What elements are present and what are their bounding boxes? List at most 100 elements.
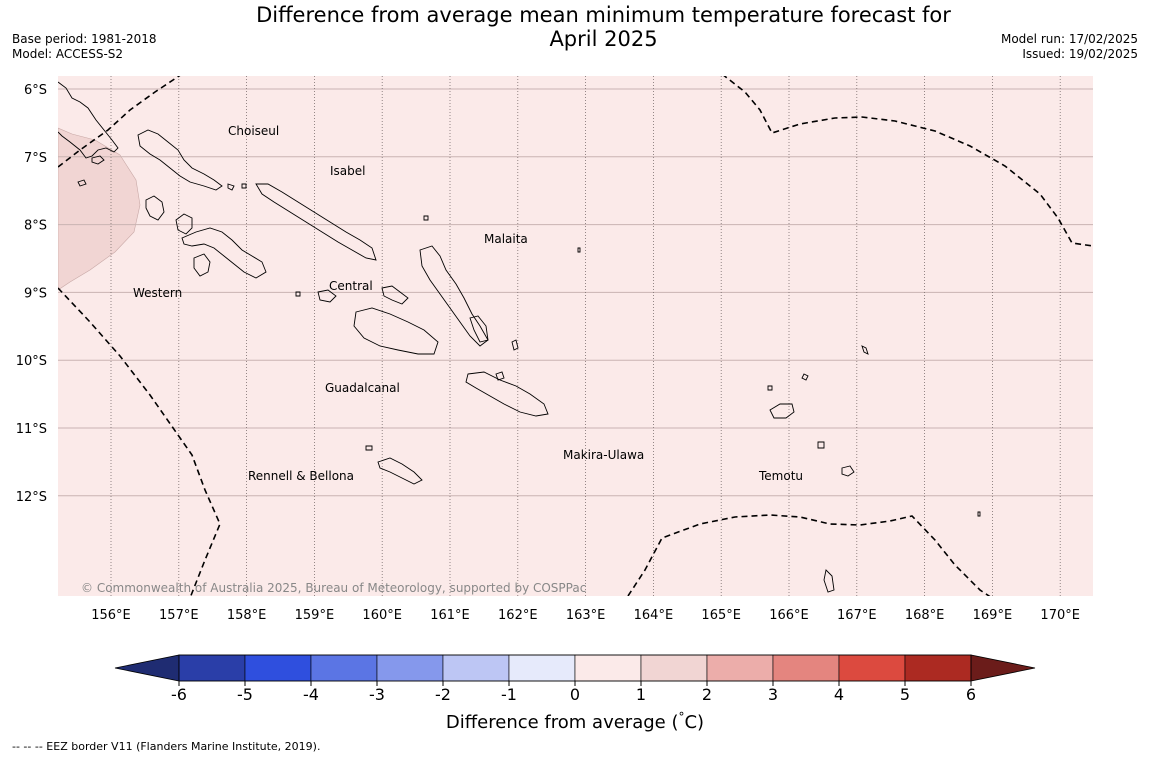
lon-label: 160°E bbox=[362, 608, 402, 623]
model-name: Model: ACCESS-S2 bbox=[12, 47, 124, 61]
bellona-islet bbox=[365, 445, 373, 451]
colorbar-tick-label: 6 bbox=[966, 685, 976, 704]
colorbar-tick-label: -3 bbox=[369, 685, 385, 704]
lon-label: 158°E bbox=[227, 608, 267, 623]
colorbar-cell bbox=[376, 654, 444, 682]
colorbar-tick-label: 0 bbox=[570, 685, 580, 704]
lon-label: 167°E bbox=[837, 608, 877, 623]
rennell-coast bbox=[377, 457, 423, 485]
lon-label: 161°E bbox=[430, 608, 470, 623]
buka-islet bbox=[91, 155, 105, 165]
place-label-western: Western bbox=[133, 286, 182, 300]
colorbar-cell bbox=[244, 654, 312, 682]
title-line-1: Difference from average mean minimum tem… bbox=[256, 3, 951, 27]
colorbar-cells bbox=[178, 654, 972, 682]
colorbar-tick-label: 1 bbox=[636, 685, 646, 704]
colorbar-tick-label: 3 bbox=[768, 685, 778, 704]
rendova-coast bbox=[193, 253, 211, 277]
meta-right: Model run: 17/02/2025 Issued: 19/02/2025 bbox=[1001, 32, 1138, 62]
florida-islands bbox=[317, 289, 337, 303]
lon-label: 163°E bbox=[566, 608, 606, 623]
new-georgia-main bbox=[181, 227, 267, 279]
anuta-islet bbox=[861, 345, 869, 355]
makira-coast bbox=[465, 371, 549, 417]
lon-label: 166°E bbox=[769, 608, 809, 623]
lat-label: 6°S bbox=[24, 83, 47, 98]
eez-border-west-upper bbox=[58, 76, 181, 168]
lon-label: 159°E bbox=[295, 608, 335, 623]
colorbar-title-close: ) bbox=[697, 712, 704, 733]
copyright-notice: © Commonwealth of Australia 2025, Bureau… bbox=[81, 581, 586, 595]
place-label-temotu: Temotu bbox=[758, 469, 803, 483]
place-label-guadalcanal: Guadalcanal bbox=[325, 381, 400, 395]
santa-ana-islet bbox=[495, 371, 505, 381]
colorbar-unit-degree: ° bbox=[678, 710, 684, 724]
map-background bbox=[58, 76, 1093, 596]
latitude-gridlines bbox=[58, 88, 1093, 497]
colorbar-tick-label: -2 bbox=[435, 685, 451, 704]
eez-borders bbox=[58, 76, 1093, 596]
base-period: Base period: 1981-2018 bbox=[12, 32, 157, 46]
savo-islet bbox=[295, 291, 301, 297]
coastlines bbox=[58, 81, 981, 593]
eez-border-south bbox=[627, 514, 991, 596]
meta-left: Base period: 1981-2018 Model: ACCESS-S2 bbox=[12, 32, 157, 62]
tikopia-islet bbox=[977, 511, 981, 517]
lon-label: 170°E bbox=[1040, 608, 1080, 623]
lon-label: 165°E bbox=[701, 608, 741, 623]
lon-label: 168°E bbox=[905, 608, 945, 623]
sikaiana-islet bbox=[577, 247, 581, 253]
colorbar-cell bbox=[838, 654, 906, 682]
lat-label: 7°S bbox=[24, 151, 47, 166]
colorbar-cell bbox=[640, 654, 708, 682]
lon-label: 162°E bbox=[498, 608, 538, 623]
lon-label: 164°E bbox=[634, 608, 674, 623]
vella-lavella-coast bbox=[145, 195, 165, 221]
lat-label: 11°S bbox=[16, 422, 47, 437]
lon-label: 157°E bbox=[159, 608, 199, 623]
small-malaita bbox=[469, 315, 489, 343]
eez-footnote: -- -- -- EEZ border V11 (Flanders Marine… bbox=[12, 740, 321, 753]
reef-islands bbox=[767, 385, 773, 391]
colorbar-unit-letter: C bbox=[684, 712, 697, 733]
colorbar-tick-label: -1 bbox=[501, 685, 517, 704]
colorbar-tick-label: -6 bbox=[171, 685, 187, 704]
place-label-central: Central bbox=[329, 279, 373, 293]
colorbar-cell bbox=[904, 654, 972, 682]
place-labels: Choiseul Isabel Malaita Western Central … bbox=[133, 124, 803, 483]
eez-border-west-lower bbox=[58, 287, 221, 596]
colorbar-over-arrow bbox=[970, 654, 1036, 682]
colorbar-tick-label: 4 bbox=[834, 685, 844, 704]
lon-label: 156°E bbox=[91, 608, 131, 623]
colorbar-title: Difference from average (°C) bbox=[446, 710, 704, 733]
lat-label: 9°S bbox=[24, 286, 47, 301]
place-label-malaita: Malaita bbox=[484, 232, 528, 246]
place-label-makira-ulawa: Makira-Ulawa bbox=[563, 448, 644, 462]
colorbar: -6 -5 -4 -3 -2 -1 0 1 2 3 4 5 6 Difference from aver… bbox=[114, 654, 1036, 733]
place-label-rennell-bellona: Rennell & Bellona bbox=[248, 469, 354, 483]
choiseul-coast bbox=[137, 129, 223, 191]
colorbar-cell bbox=[574, 654, 642, 682]
colorbar-tick-label: -4 bbox=[303, 685, 319, 704]
longitude-labels: 156°E 157°E 158°E 159°E 160°E 161°E 162°E 163°E… bbox=[91, 608, 1080, 623]
colorbar-tick-label: -5 bbox=[237, 685, 253, 704]
duff-islet bbox=[801, 373, 809, 381]
colorbar-tick-label: 2 bbox=[702, 685, 712, 704]
map-title: Difference from average mean minimum tem… bbox=[0, 3, 1150, 51]
isabel-coast bbox=[255, 183, 377, 261]
colorbar-tick-label: 5 bbox=[900, 685, 910, 704]
warm-anomaly-patch bbox=[58, 127, 141, 291]
colorbar-cell bbox=[706, 654, 774, 682]
guadalcanal-coast bbox=[353, 307, 439, 355]
colorbar-cell bbox=[310, 654, 378, 682]
lat-label: 8°S bbox=[24, 219, 47, 234]
colorbar-ticks: -6 -5 -4 -3 -2 -1 0 1 2 3 4 5 6 bbox=[171, 681, 976, 704]
colorbar-under-arrow bbox=[114, 654, 180, 682]
small-islet-a bbox=[227, 183, 235, 191]
ndai-islet bbox=[423, 215, 429, 221]
colorbar-title-text: Difference from average ( bbox=[446, 712, 679, 733]
new-georgia-coast bbox=[175, 213, 193, 235]
santa-cruz-coast bbox=[769, 403, 795, 419]
shortland-islet bbox=[77, 179, 87, 187]
